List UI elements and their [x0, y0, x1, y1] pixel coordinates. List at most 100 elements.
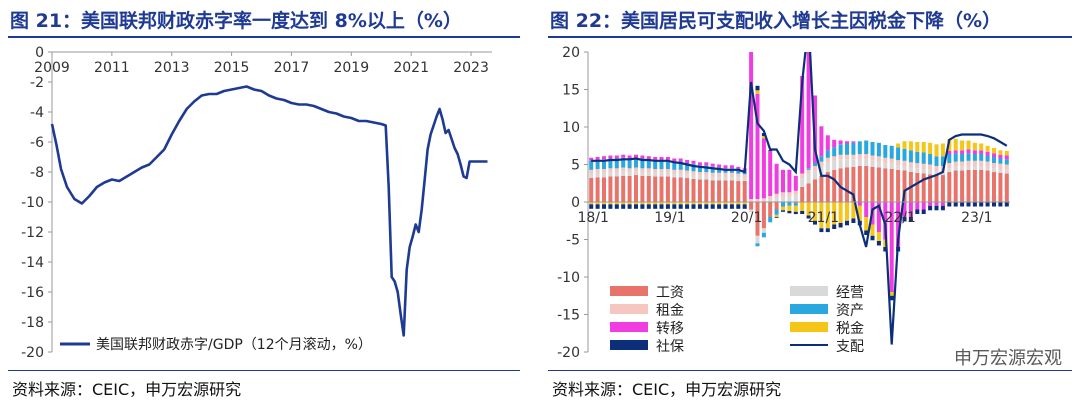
wage-bar: [614, 176, 619, 202]
left-source-divider: [8, 370, 520, 371]
transfer-bar: [634, 154, 638, 158]
transfer-bar: [889, 202, 894, 292]
assets-bar: [896, 147, 901, 161]
business-bar: [889, 163, 894, 169]
business-bar: [768, 199, 773, 203]
business-bar: [755, 235, 760, 244]
transfer-bar: [768, 151, 773, 196]
wage-bar: [742, 181, 747, 202]
social-bar: [819, 228, 824, 233]
legend-label: 税金: [836, 321, 864, 337]
tax-bar: [992, 148, 996, 154]
transfer-bar: [838, 140, 843, 145]
x-tick-label: 20/1: [731, 210, 762, 226]
transfer-bar: [851, 141, 856, 143]
legend-swatch: [610, 286, 648, 296]
tax-bar: [876, 232, 881, 241]
transfer-bar: [806, 52, 811, 169]
assets-bar: [876, 142, 881, 157]
business-bar: [736, 177, 741, 182]
tax-bar: [934, 144, 939, 157]
transfer-bar: [595, 157, 600, 160]
social-bar: [1004, 202, 1009, 207]
business-bar: [1004, 169, 1009, 174]
rent-bar: [742, 174, 747, 179]
x-tick-label: 21/1: [808, 210, 839, 226]
assets-bar: [717, 167, 722, 173]
transfer-bar: [704, 162, 709, 166]
business-bar: [800, 178, 805, 187]
legend-swatch: [610, 340, 648, 350]
transfer-bar: [979, 150, 984, 154]
y-tick-label: 10: [562, 120, 580, 136]
assets-bar: [627, 158, 632, 169]
assets-bar: [793, 203, 798, 206]
transfer-bar: [953, 150, 958, 154]
transfer-bar: [774, 163, 779, 194]
transfer-bar: [1004, 155, 1009, 160]
transfer-bar: [921, 202, 926, 210]
assets-bar: [825, 150, 830, 158]
tax-bar: [928, 142, 933, 154]
assets-bar: [774, 209, 779, 215]
tax-bar: [729, 202, 734, 205]
tax-bar: [653, 202, 658, 205]
tax-bar: [838, 202, 843, 223]
tax-bar: [851, 202, 856, 219]
social-bar: [665, 204, 670, 209]
tax-bar: [800, 202, 805, 211]
assets-bar: [602, 159, 606, 169]
assets-bar: [646, 159, 651, 169]
business-bar: [908, 167, 913, 172]
transfer-bar: [915, 202, 920, 210]
wage-bar: [832, 169, 837, 203]
assets-bar: [953, 153, 958, 162]
business-bar: [825, 162, 830, 173]
wage-bar: [813, 179, 817, 202]
y-tick-label: -20: [557, 345, 580, 361]
wage-bar: [947, 172, 952, 202]
tax-bar: [774, 214, 779, 218]
business-bar: [774, 197, 779, 202]
social-bar: [608, 204, 613, 209]
social-bar: [851, 218, 856, 223]
business-bar: [870, 160, 875, 167]
y-tick-label: -18: [21, 315, 44, 331]
transfer-bar: [761, 138, 766, 199]
tax-bar: [672, 202, 677, 205]
transfer-bar: [710, 163, 715, 167]
wage-bar: [608, 176, 613, 202]
rent-bar: [934, 166, 939, 172]
assets-bar: [614, 158, 619, 169]
social-bar: [832, 224, 837, 229]
left-source-note: 资料来源：CEIC，申万宏源研究: [12, 380, 242, 399]
social-bar: [838, 223, 843, 228]
wage-bar: [979, 169, 984, 203]
social-bar: [787, 211, 792, 214]
tax-bar: [723, 202, 728, 205]
assets-bar: [940, 156, 945, 166]
social-bar: [998, 202, 1003, 207]
social-bar: [710, 204, 715, 209]
assets-bar: [665, 160, 670, 169]
tax-bar: [665, 202, 670, 205]
transfer-bar: [646, 156, 651, 160]
transfer-bar: [928, 202, 933, 206]
social-bar: [653, 204, 658, 209]
tax-bar: [659, 202, 664, 205]
rent-bar: [864, 154, 869, 160]
wage-bar: [793, 202, 798, 204]
wage-bar: [678, 177, 683, 203]
legend-label: 工资: [656, 285, 684, 301]
business-bar: [653, 172, 658, 177]
rent-bar: [838, 154, 843, 160]
rent-bar: [627, 168, 632, 173]
business-bar: [614, 172, 619, 177]
wage-bar: [838, 168, 843, 203]
assets-bar: [634, 157, 638, 168]
legend-label: 支配: [836, 339, 864, 355]
assets-bar: [704, 165, 709, 173]
business-bar: [761, 228, 766, 233]
x-tick-label: 19/1: [654, 210, 685, 226]
wage-bar: [659, 176, 664, 202]
